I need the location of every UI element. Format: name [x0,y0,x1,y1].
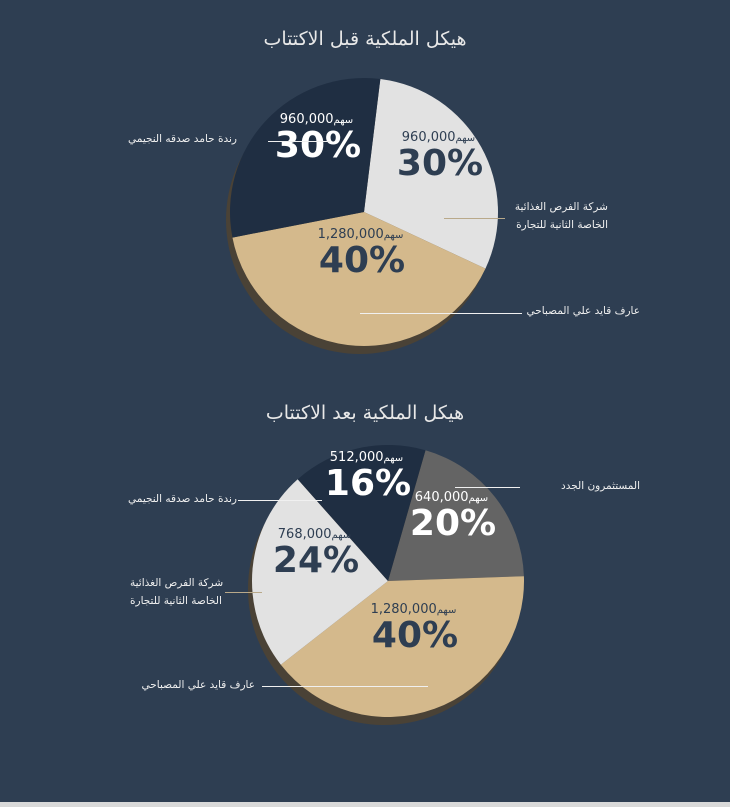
share-number: 960,000 [401,130,456,145]
pie-slice [251,479,388,665]
share-number: 768,000 [277,527,332,542]
share-unit: سهم [383,453,404,464]
leader-line [238,500,322,501]
pie-slice [297,444,426,581]
share-count: سهم768,000 [256,527,376,542]
percent-label: 30% [396,143,484,184]
percent-label: 30% [274,125,362,166]
legend-label: شركة الفرص الغذائية الخاصة الثانية للتجار… [508,198,608,234]
legend-label: رندة حامد صدقه النجيمي [128,490,268,508]
pie-slice [364,78,498,269]
legend-label-line: شركة الفرص الغذائية [514,201,608,213]
percent-label: 24% [272,540,360,581]
bottom-bar [0,802,730,807]
leader-line [444,218,505,219]
legend-label-line: الخاصة الثانية للتجارة [516,219,608,231]
legend-label: شركة الفرص الغذائية الخاصة الثانية للتجار… [130,574,230,610]
legend-label-line: شركة الفرص الغذائية [130,577,224,589]
legend-label-line: المستثمرون الجدد [561,480,640,492]
slice-value-label: سهم960,000 30% [380,130,500,183]
leader-line [360,313,522,314]
slice-value-label: سهم960,000 30% [258,112,378,165]
share-unit: سهم [383,230,404,241]
pie-slice [388,450,524,581]
pie-slice [280,576,525,718]
chart-title-before: هيكل الملكية قبل الاكتتاب [263,28,467,50]
pie-slice [232,212,486,346]
legend-label-line: رندة حامد صدقه النجيمي [128,493,237,505]
slice-value-label: سهم768,000 24% [256,527,376,580]
chart-title-after: هيكل الملكية بعد الاكتتاب [265,402,465,424]
share-number: 960,000 [279,112,334,127]
leader-line [262,686,428,687]
share-unit: سهم [455,133,476,144]
slice-value-label: سهم1,280,000 40% [355,602,475,655]
share-number: 1,280,000 [317,227,384,242]
slice-value-label: سهم640,000 20% [393,490,513,543]
legend-label-line: الخاصة الثانية للتجارة [130,595,222,607]
share-count: سهم960,000 [380,130,500,145]
share-count: سهم960,000 [258,112,378,127]
legend-label-line: عارف قايد علي المصباحي [141,679,255,691]
slice-value-label: سهم1,280,000 40% [302,227,422,280]
percent-label: 16% [324,463,412,504]
share-number: 640,000 [414,490,469,505]
pie-slice [230,77,381,238]
share-number: 1,280,000 [370,602,437,617]
legend-label: المستثمرون الجدد [540,477,640,495]
share-count: سهم640,000 [393,490,513,505]
share-unit: سهم [331,530,352,541]
share-count: سهم1,280,000 [302,227,422,242]
legend-label: عارف قايد علي المصباحي [525,302,640,320]
share-unit: سهم [436,605,457,616]
share-unit: سهم [333,115,354,126]
percent-label: 40% [371,615,459,656]
legend-label-line: رندة حامد صدقه النجيمي [128,133,237,145]
legend-label: رندة حامد صدقه النجيمي [128,130,268,148]
leader-line [268,141,330,142]
share-number: 512,000 [329,450,384,465]
share-count: سهم512,000 [308,450,428,465]
legend-label-line: عارف قايد علي المصباحي [526,305,640,317]
legend-label: عارف قايد علي المصباحي [141,676,255,694]
slice-value-label: سهم512,000 16% [308,450,428,503]
leader-line [225,592,262,593]
leader-line [455,487,520,488]
percent-label: 20% [409,503,497,544]
percent-label: 40% [318,240,406,281]
share-unit: سهم [468,493,489,504]
share-count: سهم1,280,000 [355,602,475,617]
